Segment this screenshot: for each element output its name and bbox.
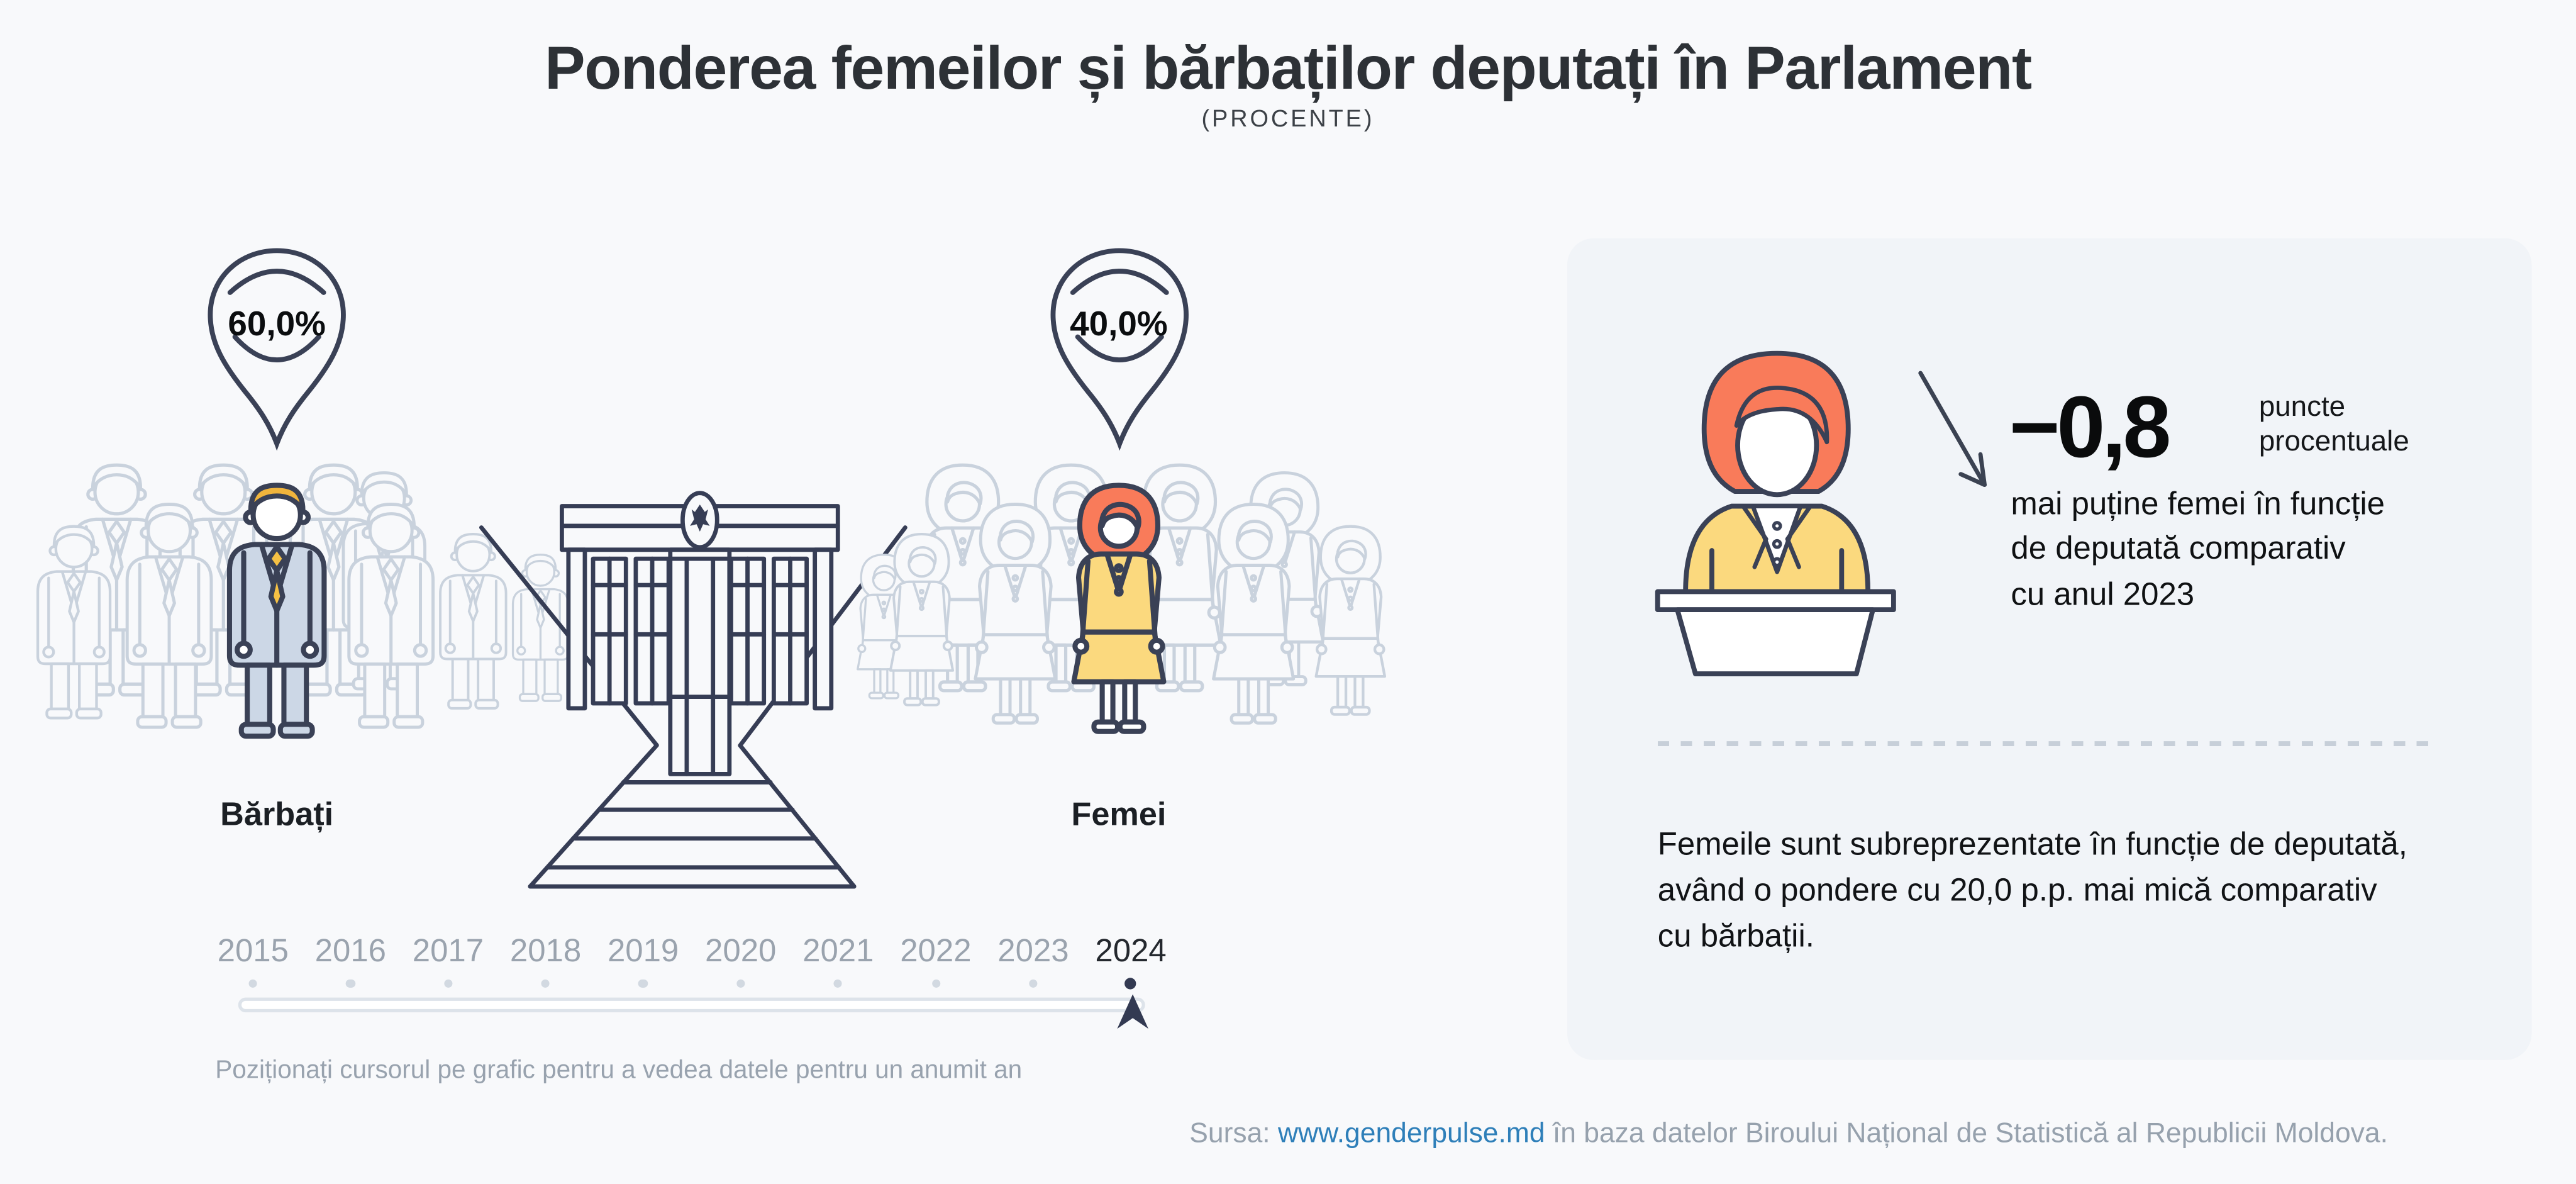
timeline-cursor-icon[interactable] xyxy=(1117,994,1148,1029)
page-title: Ponderea femeilor și bărbaților deputați… xyxy=(545,34,2032,102)
timeline-dot-2020[interactable] xyxy=(736,978,745,988)
timeline-dot-2015[interactable] xyxy=(248,978,258,988)
summary-line: Femeile sunt subreprezentate în funcție … xyxy=(1657,826,2407,863)
change-description-line: de deputată comparativ xyxy=(2011,531,2346,568)
change-value: −0,8 xyxy=(2009,379,2172,477)
men-share-value: 60,0% xyxy=(228,305,326,343)
summary-text: Femeile sunt subreprezentate în funcție … xyxy=(1658,822,2407,959)
change-unit-line1: puncte xyxy=(2258,389,2346,423)
women-share-value: 40,0% xyxy=(1070,305,1168,343)
timeline-year-2020[interactable]: 2020 xyxy=(705,933,777,970)
women-label: Femei xyxy=(1071,796,1167,834)
timeline-dot-2016[interactable] xyxy=(346,978,355,988)
timeline-years: 2015 2016 2017 2018 2019 2020 2021 2022 2023 2024 xyxy=(0,934,1248,969)
change-description-line: cu anul 2023 xyxy=(2011,576,2195,613)
source-link[interactable]: www.genderpulse.md xyxy=(1277,1117,1545,1149)
timeline-year-2022[interactable]: 2022 xyxy=(900,933,972,970)
timeline-dot-2021[interactable] xyxy=(834,978,843,988)
timeline-year-2024[interactable]: 2024 xyxy=(1095,933,1167,970)
timeline-slider-track[interactable] xyxy=(238,997,1145,1013)
timeline-dot-2019[interactable] xyxy=(638,978,648,988)
timeline-dot-2018[interactable] xyxy=(541,978,550,988)
change-unit-line2: procentuale xyxy=(2258,423,2409,457)
timeline-dots xyxy=(0,976,1248,992)
women-crowd-illustration xyxy=(857,455,1406,754)
timeline-year-2018[interactable]: 2018 xyxy=(509,933,582,970)
summary-line: având o pondere cu 20,0 p.p. mai mică co… xyxy=(1657,873,2377,909)
timeline-year-2021[interactable]: 2021 xyxy=(802,933,874,970)
timeline-dot-2023[interactable] xyxy=(1029,978,1038,988)
timeline-dot-2017[interactable] xyxy=(443,978,453,988)
change-description: mai puține femei în funcție de deputată … xyxy=(2011,483,2385,618)
emblem-eagle-icon xyxy=(690,504,710,532)
source-suffix: în baza datelor Biroului Național de Sta… xyxy=(1545,1117,2388,1149)
source-line: Sursa: www.genderpulse.md în baza datelo… xyxy=(1189,1117,2388,1150)
change-description-line: mai puține femei în funcție xyxy=(2011,486,2385,523)
parliament-building-icon xyxy=(479,491,908,889)
timeline-year-2017[interactable]: 2017 xyxy=(412,933,484,970)
summary-line: cu bărbații. xyxy=(1657,919,1814,955)
change-unit: puncte procentuale xyxy=(2259,389,2409,459)
women-share-pin-icon xyxy=(1050,248,1188,451)
timeline-year-2015[interactable]: 2015 xyxy=(217,933,289,970)
timeline-dot-2024[interactable] xyxy=(1124,976,1137,989)
timeline-hint: Poziționați cursorul pe grafic pentru a … xyxy=(215,1056,1023,1085)
timeline-dot-2022[interactable] xyxy=(931,978,940,988)
highlighted-woman-icon xyxy=(1074,485,1163,731)
page-subtitle: (PROCENTE) xyxy=(1201,106,1375,133)
dashed-divider xyxy=(1657,741,2438,747)
men-label: Bărbați xyxy=(220,796,334,834)
decrease-arrow-icon xyxy=(1918,371,1987,488)
source-prefix: Sursa: xyxy=(1189,1117,1278,1149)
woman-at-podium-icon xyxy=(1655,350,1896,676)
timeline-year-2019[interactable]: 2019 xyxy=(607,933,679,970)
men-share-pin-icon xyxy=(208,248,346,451)
timeline-year-2016[interactable]: 2016 xyxy=(314,933,387,970)
timeline-year-2023[interactable]: 2023 xyxy=(997,933,1069,970)
